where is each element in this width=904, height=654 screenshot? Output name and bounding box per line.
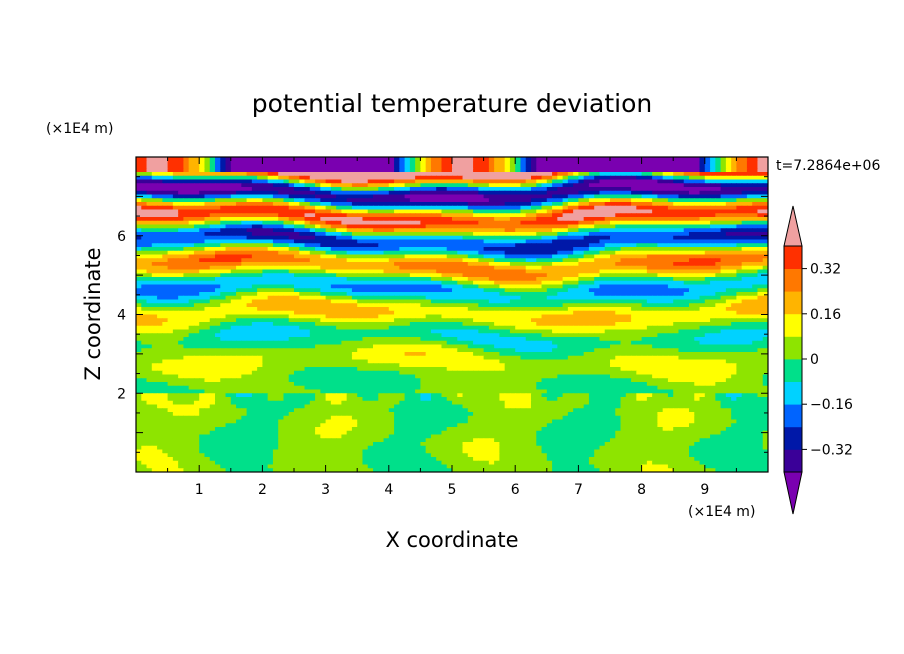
y-unit-label: (×1E4 m) bbox=[46, 121, 113, 137]
colorbar-box bbox=[784, 426, 802, 450]
x-tick-label: 9 bbox=[700, 482, 709, 498]
y-tick-label: 6 bbox=[117, 229, 126, 245]
x-tick-label: 3 bbox=[321, 482, 330, 498]
contour-field bbox=[136, 157, 768, 472]
colorbar-box bbox=[784, 381, 802, 405]
x-tick-label: 5 bbox=[448, 482, 457, 498]
x-unit-label: (×1E4 m) bbox=[688, 504, 755, 520]
colorbar-box bbox=[784, 359, 802, 382]
x-tick-label: 7 bbox=[574, 482, 583, 498]
chart-title: potential temperature deviation bbox=[252, 89, 652, 118]
colorbar-tick-label: 0.32 bbox=[810, 262, 841, 278]
colorbar-extend-min bbox=[783, 471, 803, 515]
y-axis: 2 4 6 bbox=[117, 176, 768, 453]
colorbar-tick-label: 0 bbox=[810, 352, 819, 368]
colorbar-box bbox=[784, 246, 802, 269]
y-tick-label: 4 bbox=[117, 308, 126, 324]
time-label: t=7.2864e+06 bbox=[776, 158, 880, 174]
colorbar-tick-label: −0.16 bbox=[810, 397, 853, 413]
colorbar-box bbox=[784, 313, 802, 337]
x-tick-label: 2 bbox=[258, 482, 267, 498]
colorbar-box bbox=[784, 449, 802, 473]
x-tick-label: 6 bbox=[511, 482, 520, 498]
colorbar: 0.32 0.16 0 −0.16 −0.32 bbox=[783, 205, 853, 515]
colorbar-box bbox=[784, 404, 802, 428]
colorbar-box bbox=[784, 268, 802, 292]
x-axis-label: X coordinate bbox=[385, 528, 518, 552]
colorbar-tick-label: −0.32 bbox=[810, 442, 853, 458]
x-axis: 1 2 3 4 5 6 7 8 9 bbox=[167, 157, 737, 498]
colorbar-tick-label: 0.16 bbox=[810, 307, 841, 323]
x-tick-label: 4 bbox=[384, 482, 393, 498]
y-axis-label: Z coordinate bbox=[81, 247, 105, 380]
colorbar-box bbox=[784, 291, 802, 315]
y-tick-label: 2 bbox=[117, 386, 126, 402]
colorbar-box bbox=[784, 336, 802, 360]
x-tick-label: 8 bbox=[637, 482, 646, 498]
colorbar-extend-max bbox=[783, 205, 803, 247]
x-tick-label: 1 bbox=[195, 482, 204, 498]
